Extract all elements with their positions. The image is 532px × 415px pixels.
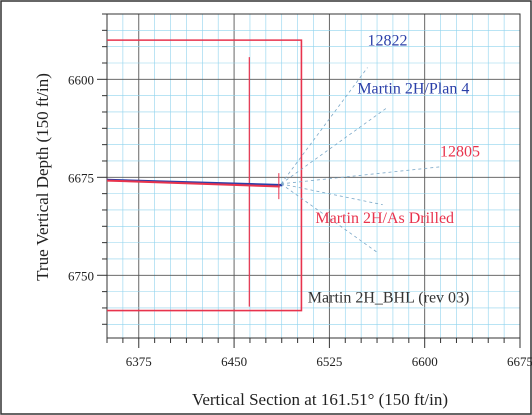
x-axis-title: Vertical Section at 161.51° (150 ft/in) bbox=[192, 390, 448, 409]
x-tick-labels: 6375 6450 6525 6600 6675 bbox=[126, 354, 532, 369]
grid bbox=[106, 13, 521, 338]
leader-line bbox=[281, 166, 440, 185]
annotation-label: 12805 bbox=[440, 143, 480, 160]
y-tick-label: 6675 bbox=[68, 170, 94, 185]
annotation-label: Martin 2H/Plan 4 bbox=[357, 81, 469, 98]
x-tick-label: 6450 bbox=[221, 354, 247, 369]
leader-line bbox=[280, 183, 377, 253]
x-tick-label: 6675 bbox=[507, 354, 532, 369]
well-shapes bbox=[107, 39, 303, 312]
bhl-target-outline bbox=[107, 39, 303, 312]
x-tick-label: 6375 bbox=[126, 354, 152, 369]
leader-line bbox=[281, 183, 383, 206]
y-tick-labels: 6600 6675 6750 bbox=[68, 72, 94, 283]
x-tick-label: 6525 bbox=[316, 354, 342, 369]
series-lines bbox=[106, 173, 283, 200]
leader-line bbox=[280, 107, 387, 185]
tick-marks bbox=[97, 13, 521, 348]
y-axis-title: True Vertical Depth (150 ft/in) bbox=[33, 73, 52, 281]
annotation-label: 12822 bbox=[368, 32, 408, 49]
annotation-label: Martin 2H_BHL (rev 03) bbox=[308, 290, 470, 307]
leader-line bbox=[280, 67, 368, 185]
annotations: 12822 Martin 2H/Plan 4 12805 Martin 2H/As D… bbox=[308, 32, 480, 306]
x-tick-label: 6600 bbox=[412, 354, 438, 369]
series-line bbox=[106, 179, 280, 188]
y-tick-label: 6600 bbox=[68, 72, 94, 87]
leader-lines bbox=[280, 67, 440, 253]
annotation-label: Martin 2H/As Drilled bbox=[315, 210, 454, 227]
y-tick-label: 6750 bbox=[68, 268, 94, 283]
